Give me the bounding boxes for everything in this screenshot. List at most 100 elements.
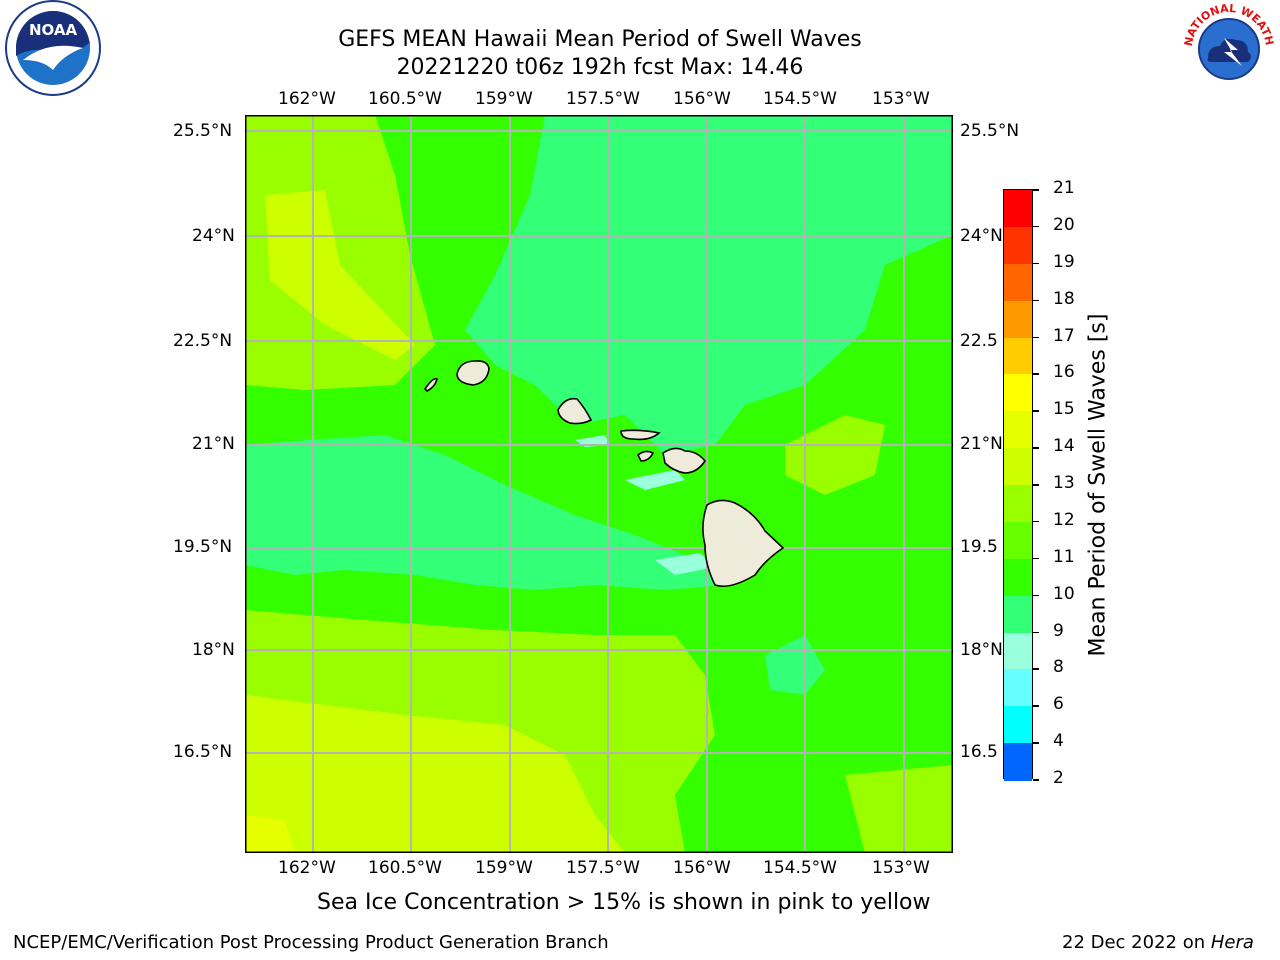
map-border	[245, 115, 953, 853]
colorbar-tick-mark	[1033, 668, 1039, 670]
colorbar-tick-mark	[1033, 373, 1039, 375]
lon-label: 159°W	[475, 858, 533, 878]
colorbar-segment	[1004, 558, 1032, 597]
colorbar-tick-mark	[1033, 705, 1039, 707]
footer-date: 22 Dec 2022 on Hera	[1062, 932, 1254, 953]
colorbar-tick-mark	[1033, 410, 1039, 412]
lat-label: 22.5°N	[173, 331, 233, 351]
colorbar-segment	[1004, 226, 1032, 265]
colorbar-tick-label: 6	[1053, 694, 1064, 715]
colorbar-tick-label: 4	[1053, 731, 1064, 752]
colorbar-tick-mark	[1033, 594, 1039, 597]
lat-label: 24°N	[192, 226, 235, 246]
big-island-hawaii	[702, 499, 785, 588]
graticule	[245, 115, 953, 853]
lat-label: 16.5	[960, 742, 998, 762]
colorbar-segment	[1004, 411, 1032, 449]
colorbar-tick-label: 17	[1053, 325, 1075, 346]
lon-label: 157.5°W	[566, 858, 640, 878]
colorbar-tick-mark	[1033, 189, 1039, 191]
colorbar-tick-mark	[1033, 631, 1039, 633]
kauai-island	[456, 360, 490, 386]
footer-date-text: 22 Dec 2022 on	[1062, 932, 1211, 953]
lon-label: 159°W	[475, 89, 533, 109]
colorbar-segment	[1004, 743, 1032, 781]
colorbar-tick-label: 13	[1053, 473, 1075, 493]
lat-label: 18°N	[192, 640, 235, 660]
colorbar-segment	[1004, 521, 1032, 560]
lon-label: 157.5°W	[566, 89, 640, 109]
hawaiian-islands	[423, 360, 785, 588]
colorbar-tick-mark	[1033, 336, 1039, 338]
contour-fill	[245, 815, 295, 853]
contour-fill	[845, 765, 953, 853]
colorbar-segment	[1004, 669, 1032, 707]
colorbar-tick-label: 21	[1053, 178, 1075, 198]
lon-label: 154.5°W	[763, 858, 837, 878]
sea-ice-caption: Sea Ice Concentration > 15% is shown in …	[317, 890, 931, 915]
lat-label: 18°N	[960, 640, 1003, 660]
niihau-island	[423, 377, 438, 392]
contour-fill	[655, 553, 715, 575]
colorbar-tick-label: 18	[1053, 288, 1075, 309]
colorbar-segment	[1004, 374, 1032, 412]
colorbar-tick-label: 16	[1053, 362, 1075, 383]
lon-label: 160.5°W	[368, 89, 442, 109]
colorbar-tick-label: 2	[1053, 768, 1064, 788]
chart-title: GEFS MEAN Hawaii Mean Period of Swell Wa…	[338, 27, 862, 52]
colorbar-segment	[1004, 263, 1032, 302]
lon-label: 153°W	[872, 89, 930, 109]
contour-fill	[785, 415, 885, 495]
colorbar-tick-mark	[1033, 484, 1039, 486]
colorbar-tick-label: 8	[1053, 657, 1064, 678]
lat-label: 21°N	[960, 434, 1003, 454]
colorbar-segment	[1004, 190, 1032, 228]
lat-label: 22.5	[960, 331, 998, 351]
colorbar-tick-mark	[1033, 742, 1039, 744]
swell-period-map	[245, 115, 953, 853]
lon-label: 160.5°W	[368, 858, 442, 878]
colorbar-tick-label: 15	[1053, 399, 1075, 420]
lat-label: 19.5	[960, 537, 998, 557]
footer-host: Hera	[1210, 932, 1254, 953]
colorbar-segment	[1004, 337, 1032, 375]
colorbar-segment	[1004, 632, 1032, 670]
colorbar-tick-label: 9	[1053, 620, 1064, 641]
colorbar-tick-label: 19	[1053, 251, 1075, 272]
colorbar-segment	[1004, 300, 1032, 338]
oahu-island	[557, 397, 593, 425]
molokai-island	[620, 429, 661, 441]
lon-label: 153°W	[872, 858, 930, 878]
colorbar-tick-label: 11	[1053, 546, 1075, 567]
lon-label: 162°W	[278, 89, 336, 109]
lat-label: 25.5°N	[173, 121, 233, 141]
lon-label: 162°W	[278, 858, 336, 878]
colorbar-segment	[1004, 595, 1032, 633]
lanai-island	[637, 450, 655, 462]
colorbar-segment	[1004, 485, 1032, 523]
colorbar-tick-label: 12	[1053, 509, 1075, 530]
colorbar-tick-mark	[1033, 557, 1039, 560]
lat-label: 19.5°N	[173, 537, 233, 557]
lat-label: 16.5°N	[173, 742, 233, 762]
contour-fill	[465, 115, 953, 455]
colorbar-tick-mark	[1033, 262, 1039, 265]
contour-fill	[265, 190, 415, 360]
colorbar-tick-mark	[1033, 299, 1039, 302]
colorbar-tick-label: 20	[1053, 214, 1075, 235]
colorbar-tick-mark	[1033, 520, 1039, 523]
colorbar-tick-label: 14	[1053, 436, 1075, 457]
colorbar-label: Mean Period of Swell Waves [s]	[1085, 313, 1111, 657]
noaa-logo: NOAA	[3, 0, 103, 104]
map-canvas	[245, 115, 953, 853]
contour-fill	[625, 470, 685, 490]
colorbar-segment	[1004, 448, 1032, 486]
colorbar-tick-mark	[1033, 225, 1039, 228]
lat-label: 25.5°N	[960, 121, 1020, 141]
contour-fill	[245, 695, 625, 853]
lat-label: 21°N	[192, 434, 235, 454]
maui-island	[662, 447, 706, 474]
colorbar	[1003, 189, 1033, 781]
colorbar-tick-label: 10	[1053, 583, 1075, 604]
contour-fill	[245, 435, 725, 590]
